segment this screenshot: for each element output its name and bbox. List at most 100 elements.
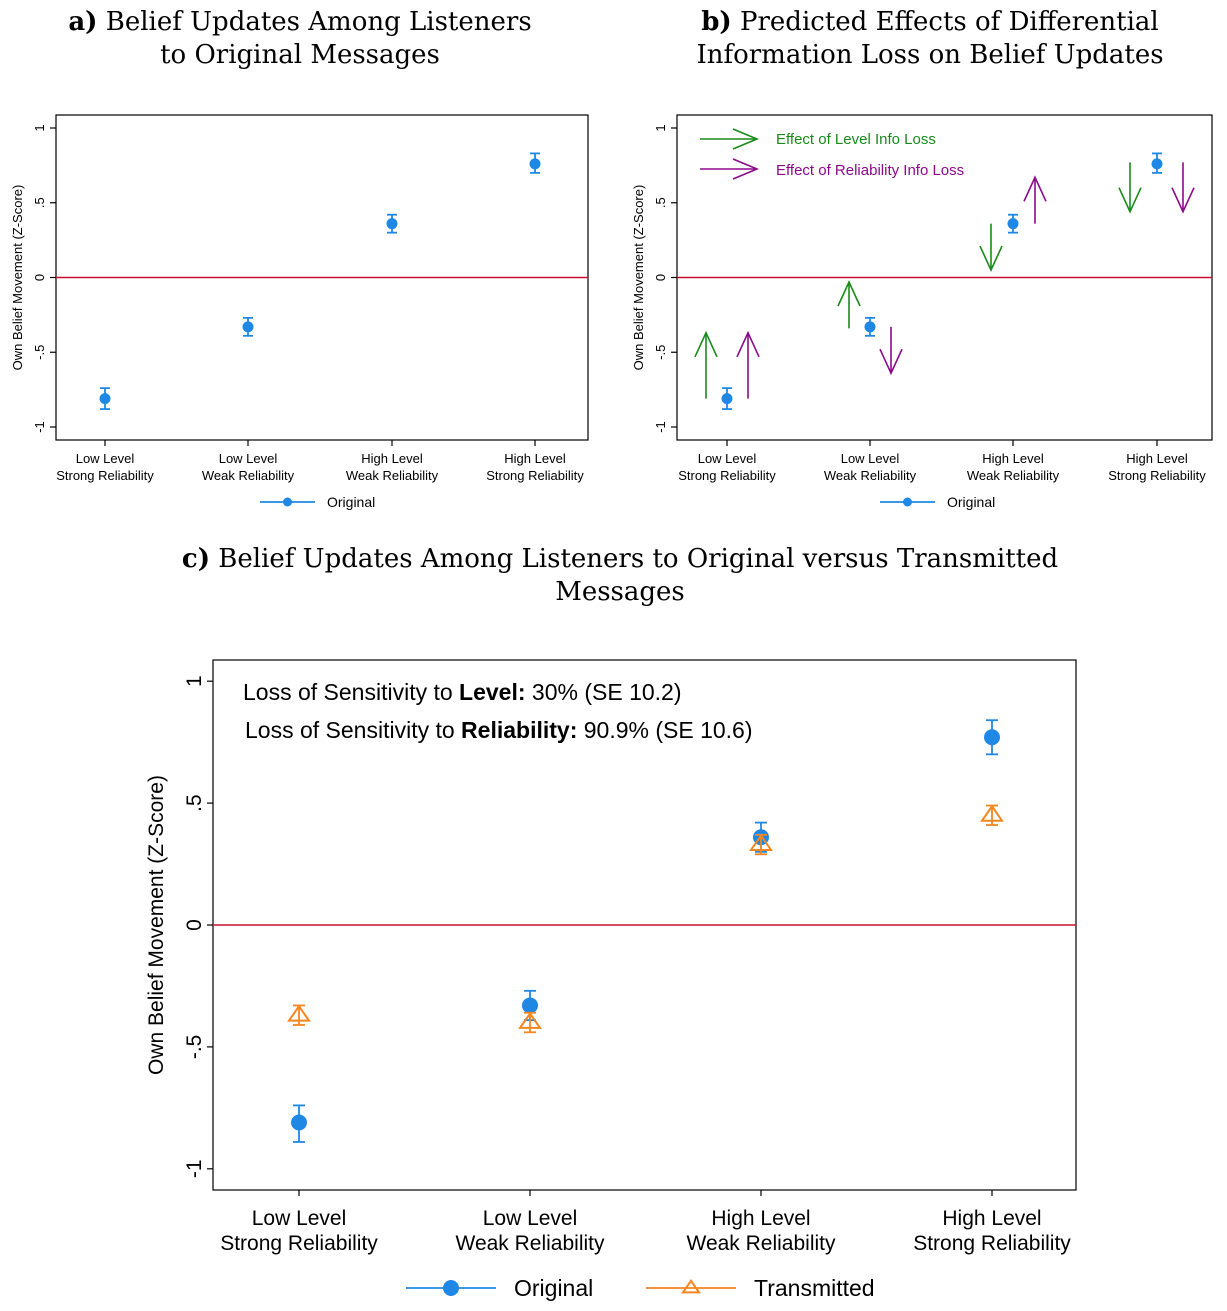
original-point: [721, 393, 733, 405]
x-tick-label: Low Level: [483, 1207, 578, 1230]
y-axis-label: Own Belief Movement (Z-Score): [10, 185, 25, 371]
x-tick-label: Strong Reliability: [56, 468, 154, 483]
arrow-head: [732, 128, 760, 150]
legend-label: Transmitted: [754, 1275, 875, 1301]
y-tick-label: 0: [183, 919, 206, 931]
panel-a-chart: -1 -.5 0 .5 1 Own Belief Movement (Z-Score) Lo…: [10, 114, 589, 510]
x-tick-label: High Level: [504, 451, 566, 466]
legend-circle-marker: [443, 1280, 459, 1296]
reliability-info-loss-arrow: [879, 326, 903, 376]
panel-c-title-line1: Belief Updates Among Listeners to Origin…: [218, 544, 1059, 574]
x-tick-label: High Level: [361, 451, 423, 466]
panel-c-title: c) Belief Updates Among Listeners to Ori…: [120, 543, 1120, 610]
panel-c-title-line2: Messages: [555, 577, 685, 608]
transmitted-point: [980, 804, 1004, 822]
x-tick-label: High Level: [711, 1207, 810, 1230]
legend-circle-marker: [283, 497, 292, 507]
level-info-loss-arrow: [1118, 162, 1142, 214]
level-info-loss-arrow: [979, 223, 1003, 272]
legend-level-label: Effect of Level Info Loss: [776, 131, 936, 148]
panel-c-legend: Original Transmitted: [406, 1275, 875, 1301]
original-point: [291, 1114, 307, 1131]
original-point: [386, 218, 398, 230]
annotation-line-2: Loss of Sensitivity to Reliability: 90.9…: [245, 717, 753, 743]
y-axis-label: Own Belief Movement (Z-Score): [631, 185, 646, 371]
y-tick-label: .5: [183, 794, 206, 812]
x-tick-label: High Level: [982, 451, 1044, 466]
transmitted-point: [518, 1011, 542, 1029]
panel-b-title: b) Predicted Effects of Differential Inf…: [640, 6, 1220, 73]
x-tick-label: Weak Reliability: [202, 468, 295, 483]
panel-b-title-line2: Information Loss on Belief Updates: [696, 40, 1164, 71]
y-axis-label: Own Belief Movement (Z-Score): [145, 775, 168, 1075]
panel-a-legend: Original: [260, 494, 375, 510]
reliability-info-loss-arrow: [1171, 162, 1195, 214]
x-tick-label: Weak Reliability: [346, 468, 439, 483]
y-tick-label: 1: [32, 124, 47, 131]
x-tick-label: Weak Reliability: [967, 468, 1060, 483]
original-point: [242, 321, 254, 333]
level-info-loss-arrow: [837, 280, 861, 329]
arrow-head: [979, 245, 1003, 272]
x-tick-label: Strong Reliability: [220, 1232, 378, 1255]
panel-b-chart: -1 -.5 0 .5 1 Own Belief Movement (Z-Score) Lo…: [631, 114, 1213, 510]
arrow-head: [694, 330, 718, 358]
legend-circle-marker: [903, 497, 912, 507]
x-tick-label: Low Level: [76, 451, 135, 466]
legend-level-arrow: [700, 128, 760, 150]
panel-a-title: a) Belief Updates Among Listeners to Ori…: [20, 6, 580, 73]
y-tick-label: 0: [32, 274, 47, 281]
arrow-head: [732, 158, 760, 180]
y-tick-label: -1: [32, 421, 47, 433]
x-tick-label: Strong Reliability: [486, 468, 584, 483]
arrow-head: [1171, 187, 1195, 214]
y-tick-label: -1: [653, 421, 668, 433]
legend-triangle-marker: [681, 1279, 701, 1294]
y-tick-label: .5: [653, 197, 668, 208]
legend-reliability-arrow: [700, 158, 760, 180]
panel-c-letter: c): [181, 544, 210, 574]
arrow-head: [736, 330, 760, 358]
y-tick-label: 1: [183, 675, 206, 687]
original-point: [99, 393, 111, 405]
original-point: [1151, 158, 1163, 170]
x-tick-label: Strong Reliability: [913, 1232, 1071, 1255]
x-tick-label: Low Level: [698, 451, 757, 466]
panel-b-title-line1: Predicted Effects of Differential: [740, 7, 1159, 37]
legend-label: Original: [327, 494, 375, 510]
panel-a-title-line2: to Original Messages: [160, 40, 440, 71]
y-tick-label: 0: [653, 274, 668, 281]
reliability-info-loss-arrow: [1023, 175, 1047, 224]
arrow-head: [1118, 187, 1142, 214]
x-tick-label: Low Level: [252, 1207, 347, 1230]
transmitted-point: [287, 1004, 311, 1022]
panel-b-legend: Original: [880, 494, 995, 510]
panel-c-chart: -1 -.5 0 .5 1 Own Belief Movement (Z-Score) Lo…: [145, 659, 1077, 1301]
panel-b-letter: b): [701, 7, 732, 37]
arrow-head: [879, 348, 903, 376]
x-tick-label: High Level: [1126, 451, 1188, 466]
x-tick-label: Weak Reliability: [824, 468, 917, 483]
x-tick-label: Low Level: [219, 451, 278, 466]
transmitted-point: [749, 833, 773, 851]
y-tick-label: .5: [32, 197, 47, 208]
legend-label: Original: [514, 1275, 593, 1301]
arrow-head: [837, 280, 861, 307]
legend-reliability-label: Effect of Reliability Info Loss: [776, 162, 964, 179]
x-tick-label: Strong Reliability: [1108, 468, 1206, 483]
original-point: [864, 321, 876, 333]
y-tick-label: -1: [183, 1159, 206, 1178]
arrow-head: [1023, 175, 1047, 202]
x-tick-label: High Level: [942, 1207, 1041, 1230]
original-point: [984, 729, 1000, 746]
panel-a-letter: a): [68, 7, 98, 37]
original-point: [1007, 218, 1019, 230]
y-tick-label: 1: [653, 124, 668, 131]
level-info-loss-arrow: [694, 330, 718, 399]
legend-label: Original: [947, 494, 995, 510]
y-tick-label: -.5: [32, 345, 47, 360]
panel-a-title-line1: Belief Updates Among Listeners: [105, 7, 532, 37]
x-tick-label: Strong Reliability: [678, 468, 776, 483]
y-tick-label: -.5: [183, 1035, 206, 1060]
original-point: [522, 997, 538, 1014]
